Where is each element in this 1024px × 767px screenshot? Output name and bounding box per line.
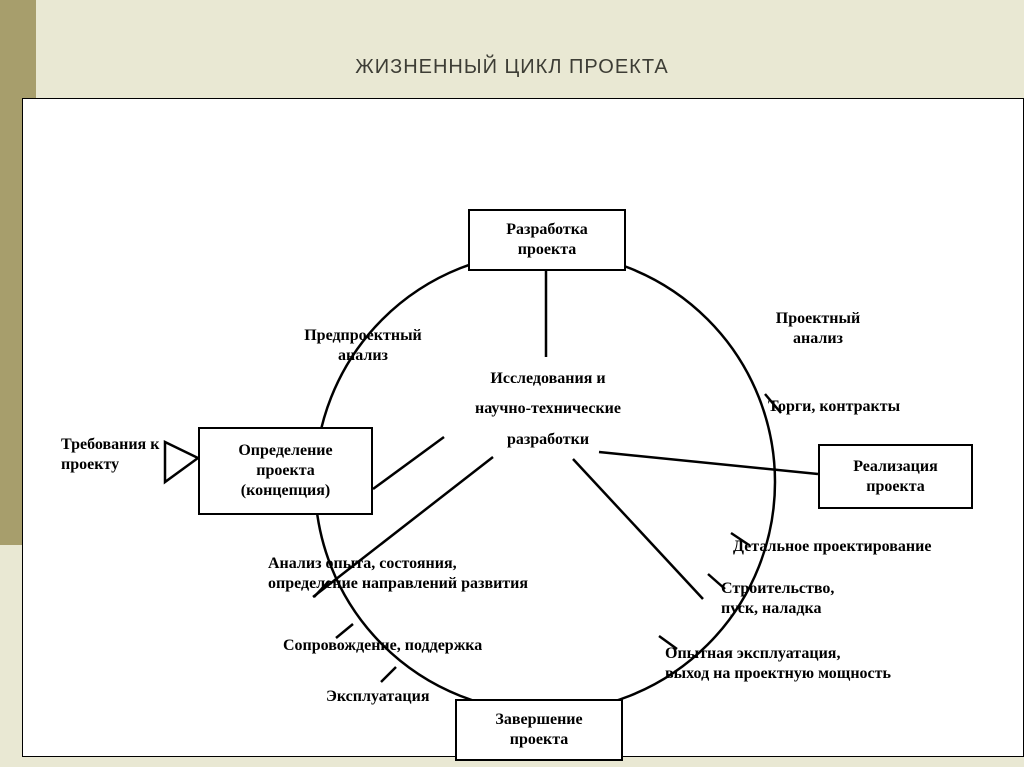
label-preproject-line: Предпроектный (278, 326, 448, 346)
diagram-area: РазработкапроектаОпределениепроекта(конц… (22, 98, 1024, 757)
node-impl: Реализацияпроекта (818, 444, 973, 509)
label-projanalysis-line: Проектный (743, 309, 893, 329)
label-preproject: Предпроектныйанализ (278, 326, 448, 366)
label-support: Сопровождение, поддержка (283, 636, 543, 656)
label-analysis-exp: Анализ опыта, состояния,определение напр… (268, 554, 563, 594)
edge-4 (573, 459, 703, 599)
label-support-line: Сопровождение, поддержка (283, 636, 543, 656)
label-construction-line: пуск, наладка (721, 599, 931, 619)
node-finish-line: проекта (510, 730, 569, 750)
label-construction: Строительство,пуск, наладка (721, 579, 931, 619)
label-detail-line: Детальное проектирование (733, 537, 993, 557)
label-tenders: Торги, контракты (768, 397, 968, 417)
label-reqs: Требования кпроекту (61, 435, 193, 475)
label-pilot-line: выход на проектную мощность (665, 664, 975, 684)
node-dev-line: Разработка (506, 220, 588, 240)
tick-6 (381, 667, 396, 682)
label-research-line: разработки (423, 425, 673, 455)
node-def: Определениепроекта(концепция) (198, 427, 373, 515)
label-projanalysis: Проектныйанализ (743, 309, 893, 349)
label-operation-line: Эксплуатация (326, 687, 496, 707)
label-construction-line: Строительство, (721, 579, 931, 599)
label-research: Исследования инаучно-техническиеразработ… (423, 364, 673, 455)
node-dev-line: проекта (518, 240, 577, 260)
label-research-line: научно-технические (423, 394, 673, 424)
label-pilot-line: Опытная эксплуатация, (665, 644, 975, 664)
node-impl-line: Реализация (853, 457, 938, 477)
node-impl-line: проекта (866, 477, 925, 497)
page-title: ЖИЗНЕННЫЙ ЦИКЛ ПРОЕКТА (0, 56, 1024, 79)
label-analysis-exp-line: определение направлений развития (268, 574, 563, 594)
node-def-line: Определение (238, 441, 332, 461)
label-analysis-exp-line: Анализ опыта, состояния, (268, 554, 563, 574)
label-operation: Эксплуатация (326, 687, 496, 707)
node-def-line: (концепция) (241, 481, 331, 501)
node-finish: Завершениепроекта (455, 699, 623, 761)
node-finish-line: Завершение (495, 710, 582, 730)
edge-2 (599, 452, 818, 474)
label-detail: Детальное проектирование (733, 537, 993, 557)
label-projanalysis-line: анализ (743, 329, 893, 349)
label-reqs-line: Требования к (61, 435, 193, 455)
label-tenders-line: Торги, контракты (768, 397, 968, 417)
label-research-line: Исследования и (423, 364, 673, 394)
node-dev: Разработкапроекта (468, 209, 626, 271)
label-reqs-line: проекту (61, 455, 193, 475)
node-def-line: проекта (256, 461, 315, 481)
label-pilot: Опытная эксплуатация,выход на проектную … (665, 644, 975, 684)
label-preproject-line: анализ (278, 346, 448, 366)
